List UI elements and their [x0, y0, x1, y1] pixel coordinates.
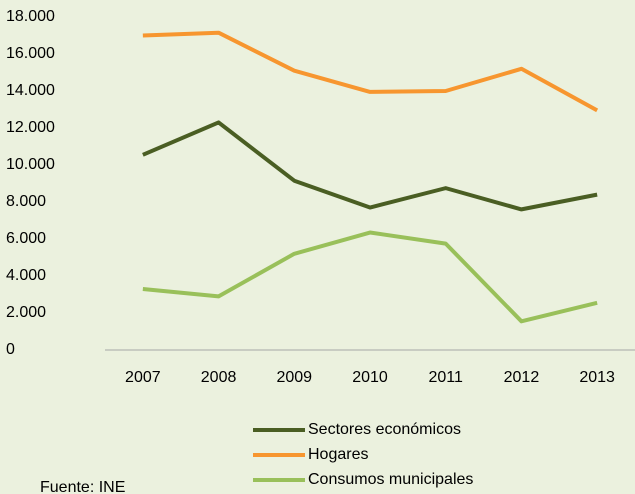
y-tick-label: 12.000 — [6, 119, 55, 136]
x-tick-label: 2008 — [201, 369, 237, 386]
x-tick-label: 2013 — [579, 369, 615, 386]
series-line — [142, 230, 598, 324]
y-tick-label: 6.000 — [6, 230, 46, 247]
x-tick-label: 2010 — [352, 369, 388, 386]
series-line — [142, 120, 598, 212]
y-tick-label: 18.000 — [6, 8, 55, 25]
y-tick-label: 8.000 — [6, 193, 46, 210]
x-tick-label: 2012 — [504, 369, 540, 386]
legend-label: Consumos municipales — [308, 471, 473, 488]
x-tick-label: 2011 — [429, 369, 464, 386]
y-tick-label: 0 — [6, 341, 15, 358]
x-tick-label: 2007 — [125, 369, 161, 386]
y-tick-label: 16.000 — [6, 45, 55, 62]
y-tick-label: 10.000 — [6, 156, 55, 173]
series-line — [142, 30, 599, 113]
y-tick-label: 14.000 — [6, 82, 55, 99]
legend-label: Sectores económicos — [308, 421, 461, 438]
y-tick-label: 4.000 — [6, 267, 46, 284]
source-note: Fuente: INE — [40, 479, 125, 494]
x-tick-label: 2009 — [276, 369, 312, 386]
y-tick-label: 2.000 — [6, 304, 46, 321]
legend-label: Hogares — [308, 446, 368, 463]
